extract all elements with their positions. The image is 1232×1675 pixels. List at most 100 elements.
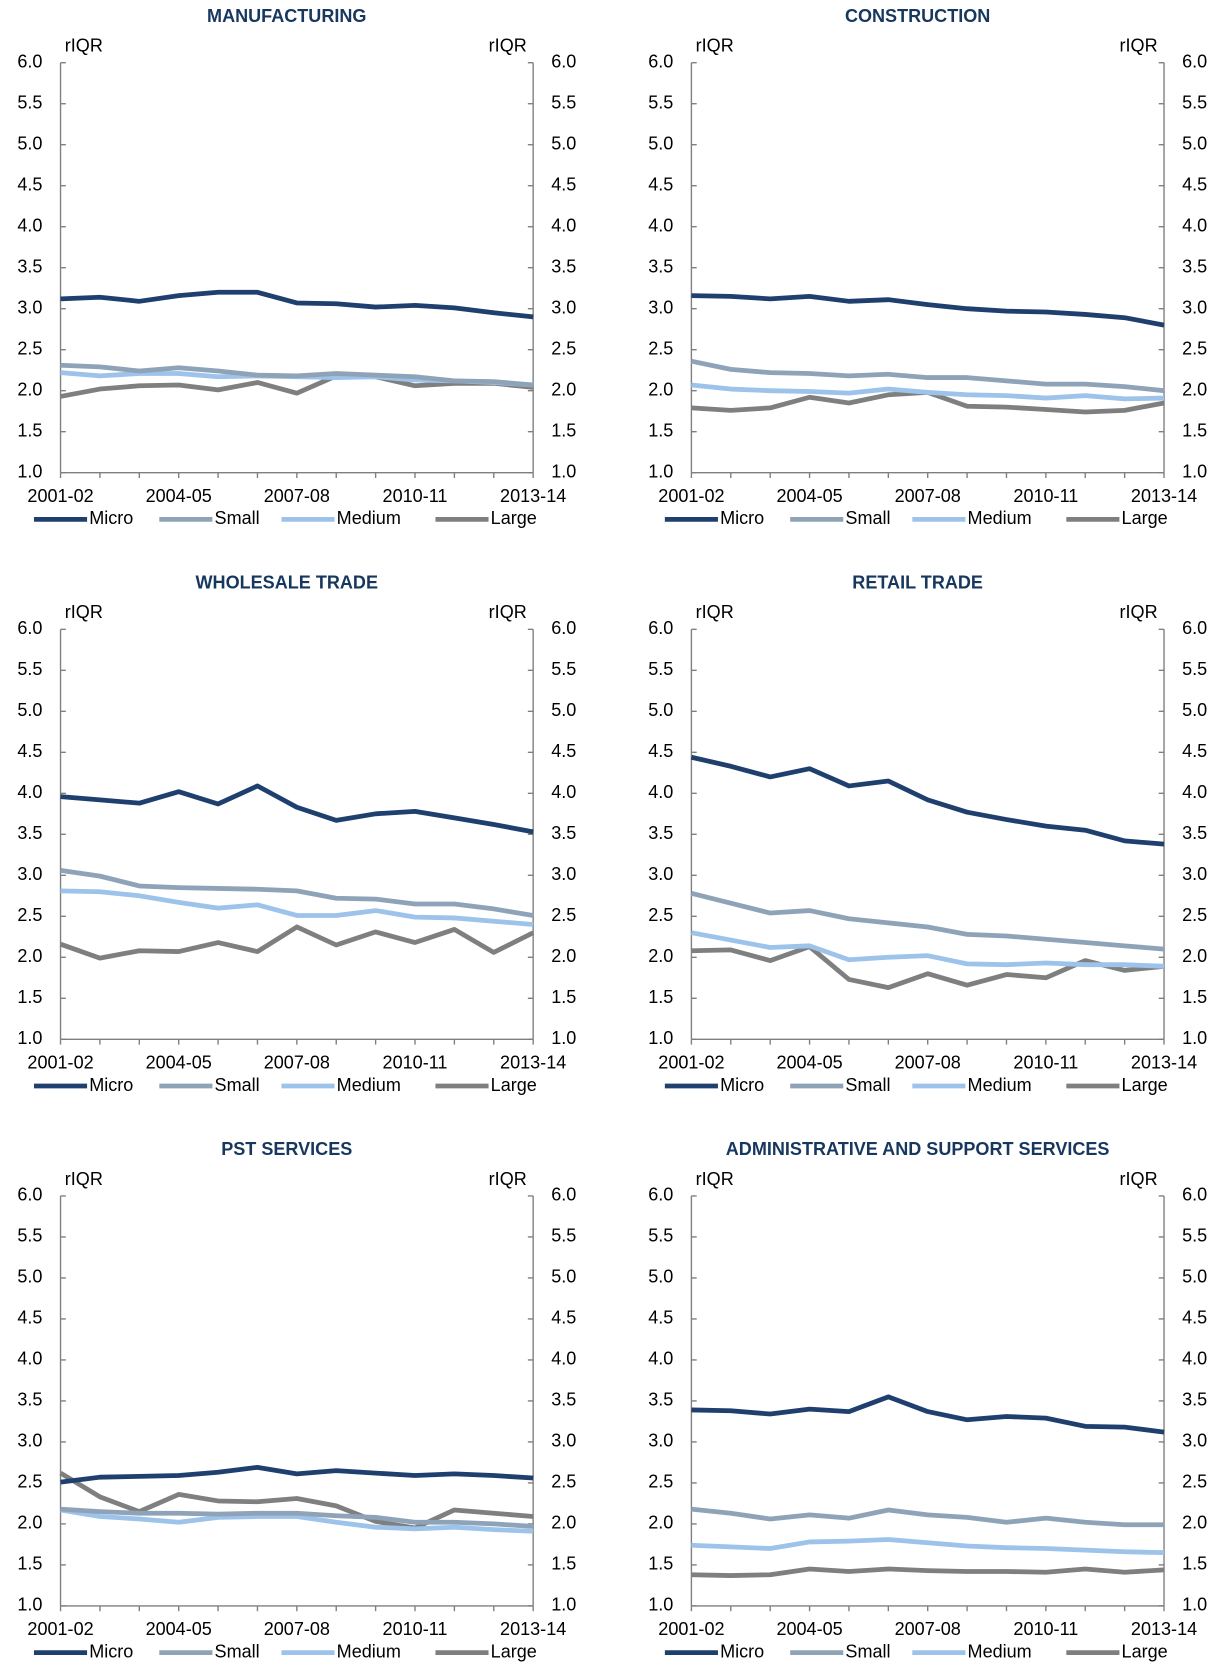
- y2-tick-label: 4.0: [1182, 782, 1207, 802]
- x-tick-label: 2004-05: [146, 1052, 212, 1072]
- x-tick-label: 2004-05: [146, 486, 212, 506]
- series-line: [691, 1506, 1165, 1528]
- y2-tick-label: 2.0: [551, 379, 576, 399]
- y-tick-label: 3.5: [17, 256, 42, 276]
- y-tick-label: 4.0: [648, 1349, 673, 1369]
- y2-tick-label: 5.5: [551, 659, 576, 679]
- y2-tick-label: 5.5: [1182, 659, 1207, 679]
- y-tick-label: 3.5: [648, 256, 673, 276]
- legend-label: Medium: [968, 1075, 1032, 1095]
- y2-tick-label: 3.5: [551, 823, 576, 843]
- y-tick-label: 1.0: [17, 1028, 42, 1048]
- series-line: [690, 358, 1165, 394]
- series-line: [60, 362, 534, 388]
- y-tick-label: 5.0: [17, 133, 42, 153]
- chart-title: CONSTRUCTION: [845, 6, 990, 26]
- y-tick-label: 1.5: [17, 1554, 42, 1574]
- series-line: [60, 373, 534, 399]
- y-tick-label: 2.5: [17, 1472, 42, 1492]
- y2-tick-label: 2.5: [551, 1472, 576, 1492]
- y-tick-label: 6.0: [17, 618, 42, 638]
- legend-label: Micro: [89, 508, 133, 528]
- y-tick-label: 5.0: [17, 1267, 42, 1287]
- y2-tick-label: 2.5: [1182, 1472, 1207, 1492]
- y-tick-label: 6.0: [648, 1185, 673, 1205]
- y2-tick-label: 5.0: [1182, 700, 1207, 720]
- y2-tick-label: 6.0: [551, 1185, 576, 1205]
- y-tick-label: 2.5: [648, 338, 673, 358]
- y2-tick-label: 1.5: [1182, 1554, 1207, 1574]
- y-tick-label: 5.0: [648, 1267, 673, 1287]
- y-tick-label: 3.0: [648, 1431, 673, 1451]
- series-line: [690, 891, 1165, 952]
- legend-label: Large: [1122, 508, 1168, 528]
- y-tick-label: 5.0: [648, 133, 673, 153]
- series-line: [690, 754, 1165, 847]
- y-tick-label: 4.5: [17, 174, 42, 194]
- x-tick-label: 2013-14: [500, 1619, 566, 1639]
- y2-tick-label: 6.0: [1182, 1185, 1207, 1205]
- x-tick-label: 2007-08: [895, 486, 961, 506]
- legend-label: Medium: [337, 508, 401, 528]
- x-tick-label: 2007-08: [895, 1052, 961, 1072]
- legend-label: Large: [491, 508, 537, 528]
- y2-tick-label: 4.0: [551, 215, 576, 235]
- y-tick-label: 4.0: [648, 215, 673, 235]
- y2-tick-label: 3.0: [1182, 864, 1207, 884]
- series-line: [60, 868, 534, 918]
- y2-tick-label: 3.0: [551, 297, 576, 317]
- legend-label: Medium: [968, 1641, 1032, 1661]
- legend-label: Micro: [720, 1641, 764, 1661]
- y2-tick-label: 3.5: [551, 1390, 576, 1410]
- y-axis-label: rIQR: [696, 1169, 734, 1189]
- x-tick-label: 2010-11: [383, 1052, 448, 1072]
- y-tick-label: 3.0: [17, 864, 42, 884]
- y2-tick-label: 3.5: [551, 256, 576, 276]
- y-tick-label: 1.0: [17, 1595, 42, 1615]
- y2-tick-label: 6.0: [551, 51, 576, 71]
- y2-tick-label: 2.0: [1182, 379, 1207, 399]
- y2-tick-label: 1.0: [1182, 1028, 1207, 1048]
- y-tick-label: 2.5: [648, 905, 673, 925]
- y2-tick-label: 4.0: [1182, 1349, 1207, 1369]
- y-tick-label: 1.5: [17, 420, 42, 440]
- x-tick-label: 2001-02: [658, 486, 724, 506]
- y2-tick-label: 1.5: [1182, 987, 1207, 1007]
- legend-label: Large: [491, 1641, 537, 1661]
- y-tick-label: 4.5: [17, 741, 42, 761]
- y2-tick-label: 4.0: [551, 1349, 576, 1369]
- y-tick-label: 3.5: [17, 823, 42, 843]
- series-line: [691, 1537, 1165, 1556]
- legend-label: Small: [845, 1641, 890, 1661]
- y-tick-label: 4.0: [17, 782, 42, 802]
- series-line: [690, 930, 1165, 969]
- y2-tick-label: 1.0: [551, 1595, 576, 1615]
- y-tick-label: 5.5: [648, 1226, 673, 1246]
- y2-tick-label: 2.0: [551, 1513, 576, 1533]
- y-tick-label: 4.5: [17, 1308, 42, 1328]
- y-tick-label: 1.5: [648, 420, 673, 440]
- y-tick-label: 1.0: [648, 1595, 673, 1615]
- series-line: [60, 1464, 534, 1485]
- y2-tick-label: 3.0: [551, 864, 576, 884]
- y2-tick-label: 4.5: [551, 1308, 576, 1328]
- y2-tick-label: 2.5: [1182, 905, 1207, 925]
- y2-tick-label: 6.0: [1182, 51, 1207, 71]
- y2-tick-label: 3.5: [1182, 256, 1207, 276]
- x-tick-label: 2001-02: [27, 1052, 93, 1072]
- series-line: [60, 1507, 534, 1534]
- x-tick-label: 2007-08: [264, 1052, 330, 1072]
- y-tick-label: 4.0: [17, 215, 42, 235]
- y-tick-label: 2.5: [17, 338, 42, 358]
- legend-label: Small: [845, 1075, 890, 1095]
- y2-tick-label: 5.0: [551, 1267, 576, 1287]
- legend-label: Large: [1122, 1641, 1168, 1661]
- x-tick-label: 2013-14: [1131, 486, 1197, 506]
- y2-tick-label: 1.5: [1182, 420, 1207, 440]
- y-tick-label: 4.0: [648, 782, 673, 802]
- y-tick-label: 6.0: [648, 618, 673, 638]
- y-tick-label: 3.0: [17, 1431, 42, 1451]
- y2-tick-label: 2.5: [551, 905, 576, 925]
